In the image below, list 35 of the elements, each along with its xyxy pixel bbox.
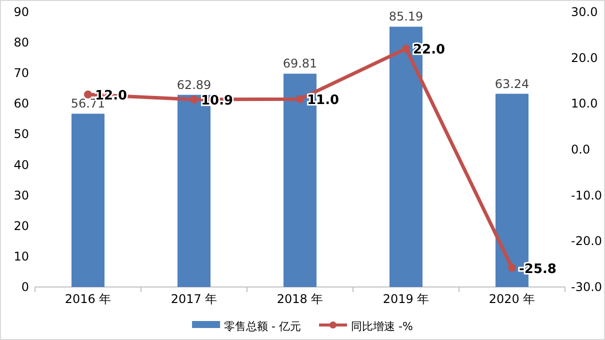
data-label: 85.19 [388,10,424,24]
y2-tick-label: 10.0 [571,96,598,111]
legend-label: 同比增速 -% [351,320,413,333]
y2-tick-label: -30.0 [571,280,602,294]
y2-tick-label: 30.0 [571,5,598,19]
x-tick-label: 2017 年 [170,292,218,306]
y-tick-label: 80 [14,36,29,50]
y-tick-label: 40 [14,158,29,172]
point [508,264,516,272]
x-tick-label: 2019 年 [382,292,430,306]
y-tick-label: 10 [14,249,29,264]
x-tick-label: 2020 年 [488,292,536,306]
x-tick-label: 2016 年 [64,292,112,306]
point [84,90,92,98]
y-tick-label: 90 [14,5,29,19]
point [190,96,198,104]
y-tick-label: 0 [21,280,29,294]
data-label: 62.89 [176,78,212,92]
data-label: 10.9 [201,94,234,109]
y-tick-label: 70 [14,66,29,80]
x-tick-label: 2018 年 [276,292,324,306]
y2-tick-label: -20.0 [571,234,602,248]
data-label: 63.24 [494,76,530,91]
data-label: 69.81 [282,56,318,71]
y2-tick-label: 0.0 [571,142,590,156]
legend-label: 零售总额 - 亿元 [224,320,302,333]
y2-tick-label: -10.0 [571,188,602,202]
bar [72,114,104,287]
y-tick-label: 50 [14,127,29,142]
y2-tick-label: 20.0 [571,50,598,65]
y-tick-label: 60 [14,96,29,111]
point [296,95,304,104]
point [402,44,410,53]
y-tick-label: 30 [14,188,29,202]
y-tick-label: 20 [14,218,29,233]
